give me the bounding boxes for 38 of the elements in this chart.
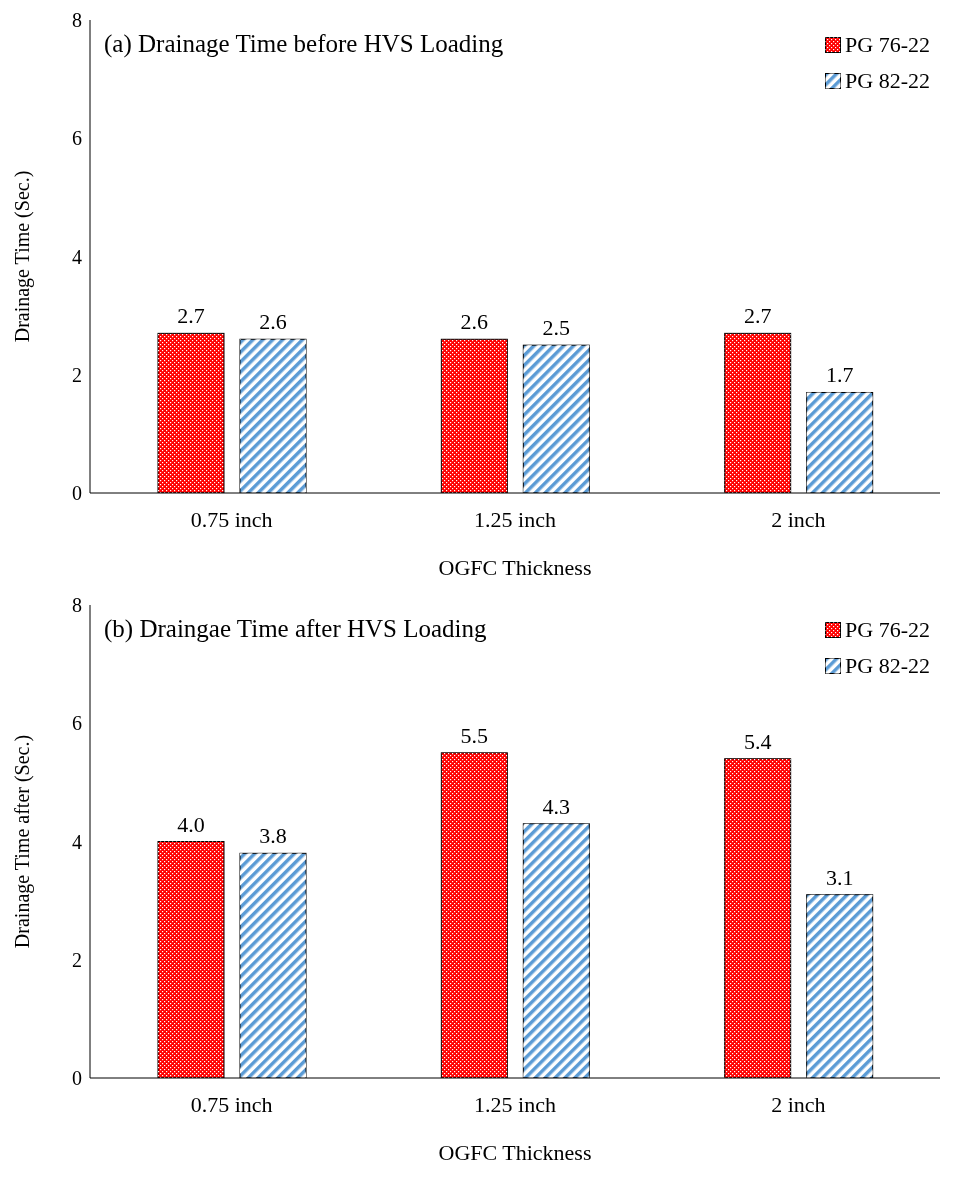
y-tick-label: 0 (72, 1067, 82, 1090)
y-tick-label: 8 (72, 9, 82, 32)
chart-title: (b) Draingae Time after HVS Loading (104, 615, 487, 643)
x-axis-title: OGFC Thickness (438, 555, 592, 580)
data-label: 5.4 (743, 728, 772, 754)
legend-label: PG 82-22 (845, 653, 930, 679)
y-axis-title: Drainage Time (Sec.) (11, 170, 35, 343)
data-label: 2.6 (460, 309, 489, 335)
y-tick-label: 0 (72, 482, 82, 505)
data-label: 4.0 (177, 811, 205, 837)
y-tick-label: 8 (72, 594, 82, 617)
y-tick-label: 4 (72, 830, 82, 853)
x-tick-label: 2 inch (771, 506, 826, 532)
legend-label: PG 76-22 (845, 32, 930, 58)
x-tick-label: 2 inch (771, 1091, 826, 1117)
data-label: 3.1 (825, 864, 854, 890)
data-label: 2.5 (542, 315, 571, 341)
x-tick-label: 0.75 inch (190, 506, 273, 532)
data-label: 2.7 (177, 303, 205, 329)
legend-label: PG 82-22 (845, 68, 930, 94)
y-tick-label: 4 (72, 245, 82, 268)
y-tick-label: 6 (72, 127, 82, 150)
data-label: 2.6 (259, 309, 287, 335)
x-tick-label: 0.75 inch (190, 1091, 273, 1117)
y-axis-title: Drainage Time after (Sec.) (11, 734, 35, 949)
data-label: 4.3 (542, 793, 571, 819)
y-tick-label: 2 (72, 948, 82, 971)
y-tick-label: 2 (72, 363, 82, 386)
chart-title: (a) Drainage Time before HVS Loading (104, 30, 504, 58)
data-label: 2.7 (743, 303, 772, 329)
data-label: 5.5 (460, 722, 489, 748)
y-tick-label: 6 (72, 712, 82, 735)
x-tick-label: 1.25 inch (474, 506, 556, 532)
x-axis-title: OGFC Thickness (438, 1140, 592, 1165)
data-label: 3.8 (259, 823, 287, 849)
legend-label: PG 76-22 (845, 617, 930, 643)
data-label: 1.7 (825, 362, 854, 388)
x-tick-label: 1.25 inch (474, 1091, 556, 1117)
